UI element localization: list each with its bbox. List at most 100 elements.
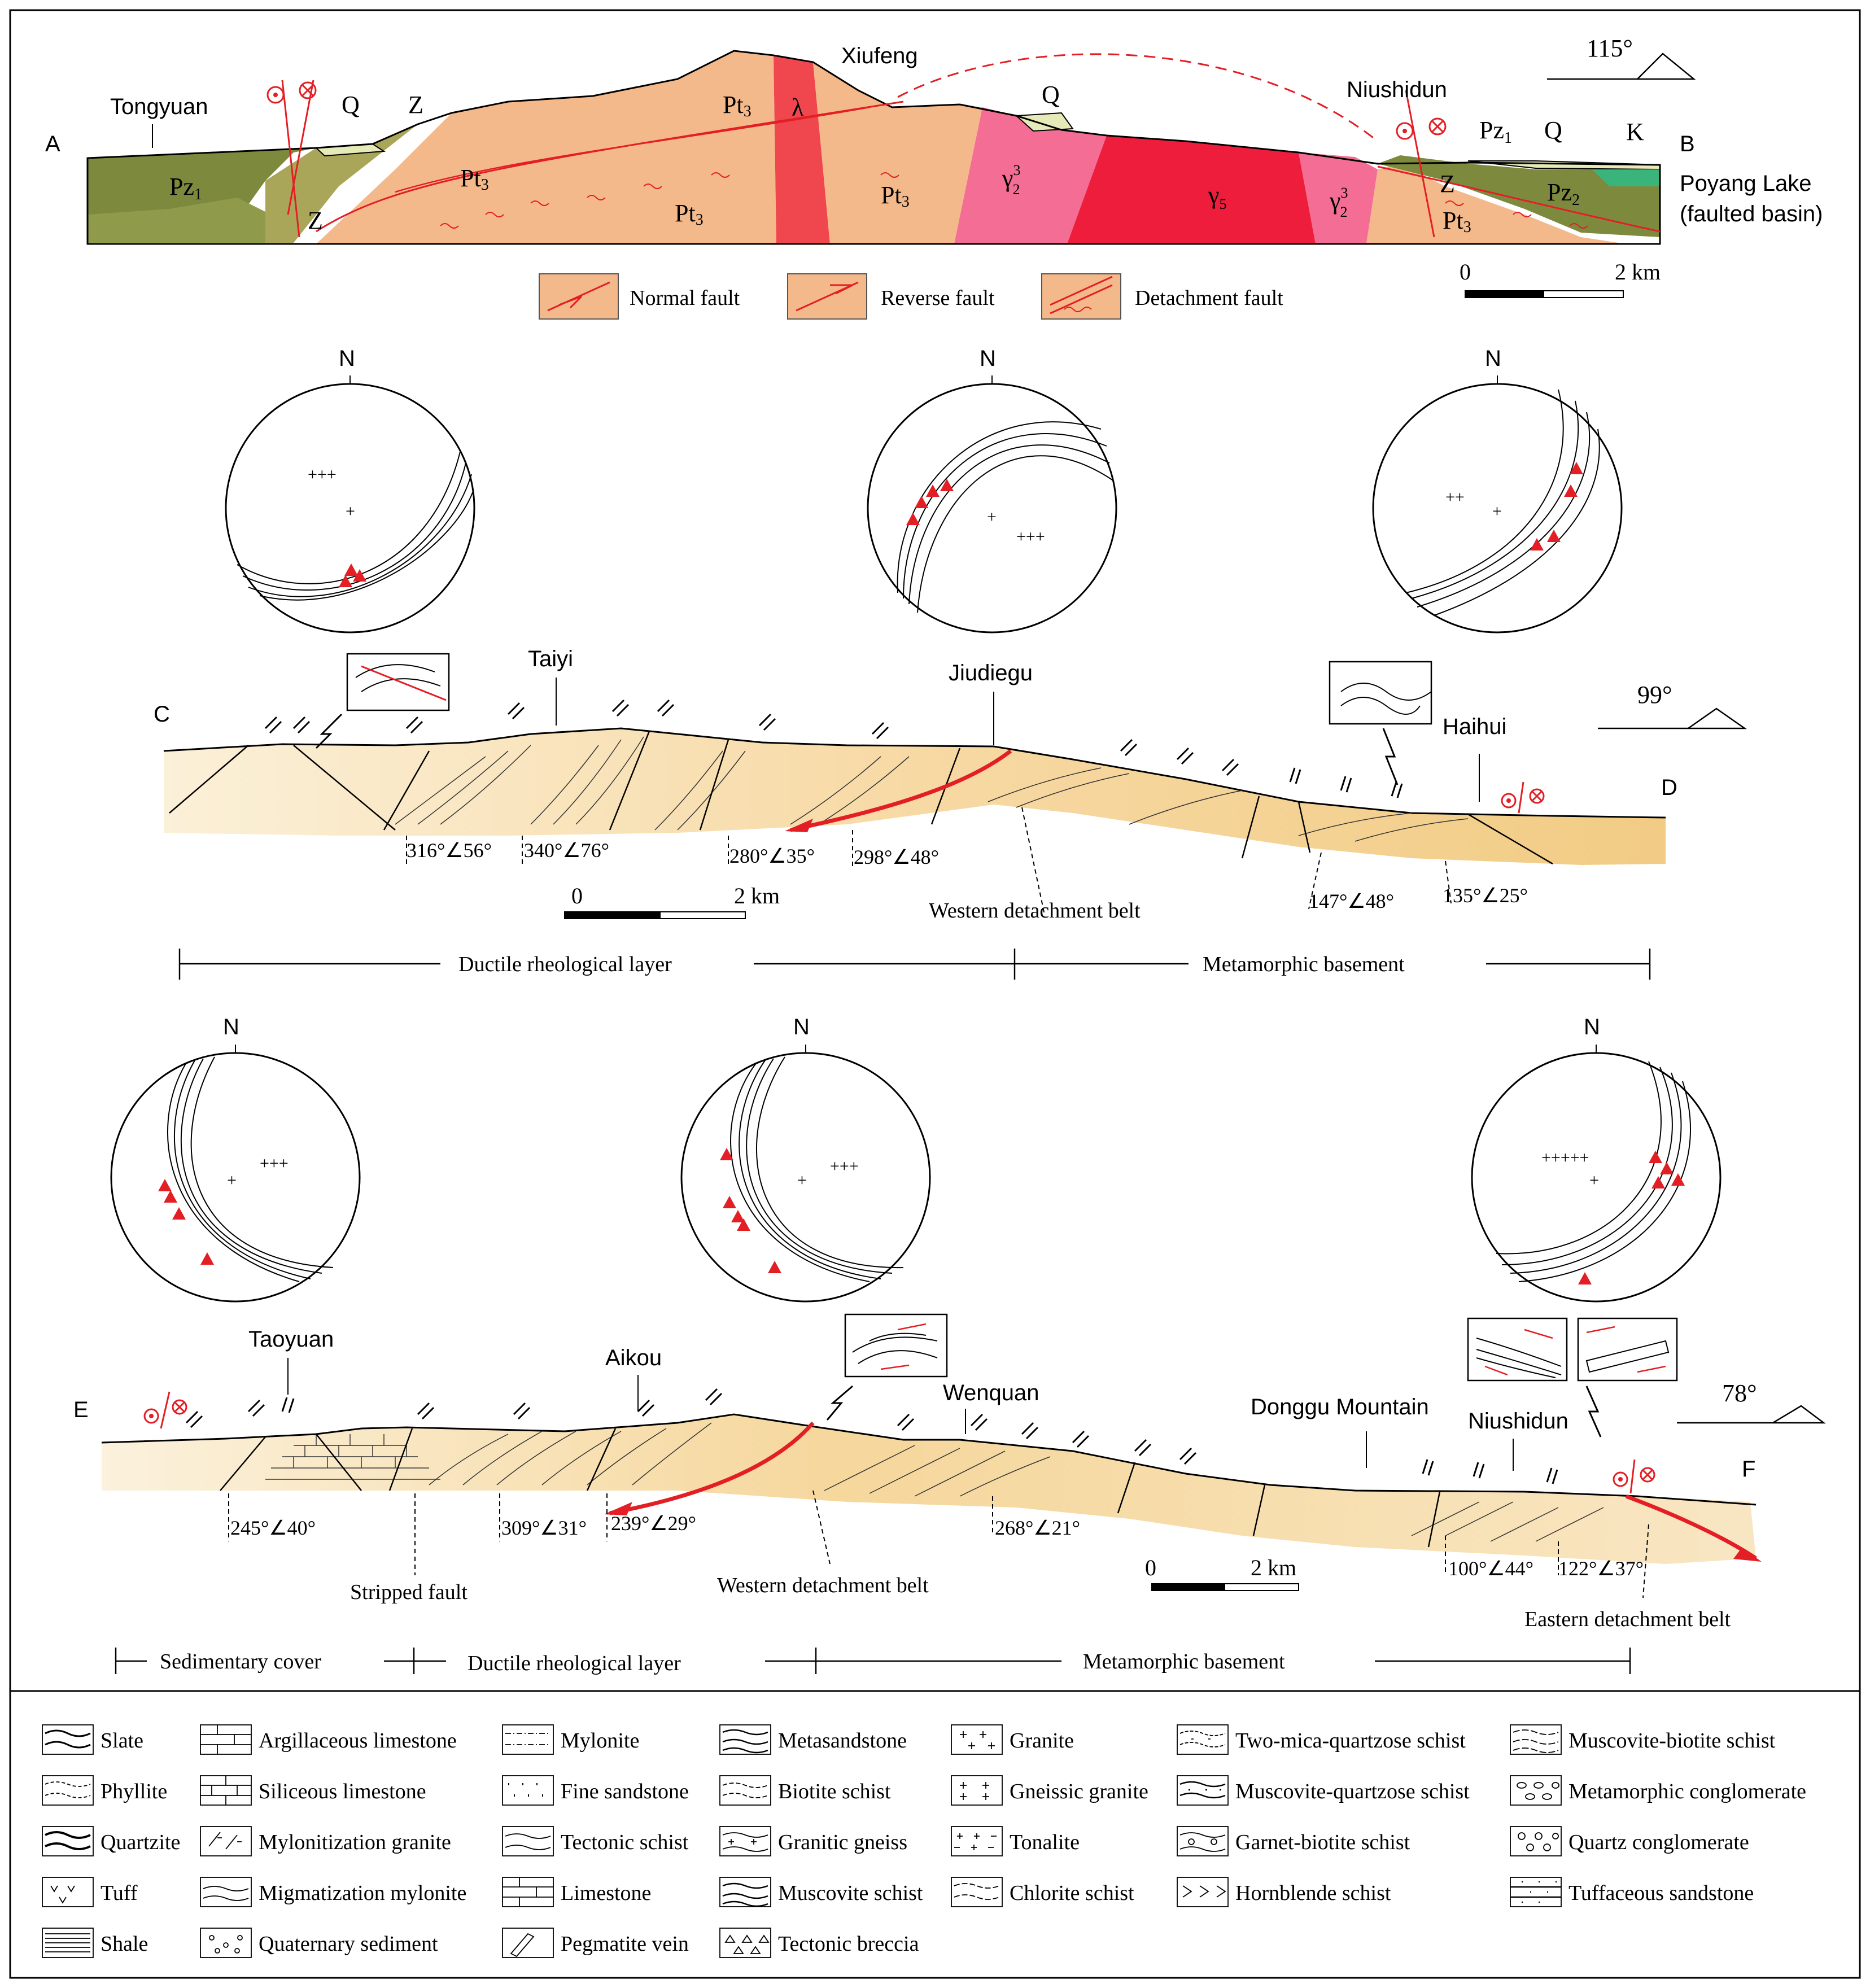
- stereonet-4-north: N: [223, 1015, 239, 1039]
- legend-pegmatite-vein: Pegmatite vein: [561, 1932, 689, 1956]
- fault-lines-ef: [220, 1428, 1441, 1548]
- out-in-cd: [1501, 781, 1545, 814]
- legend-muscovite-quartzose-schist: Muscovite-quartzose schist: [1235, 1780, 1470, 1803]
- lambda-dyke: [774, 55, 830, 244]
- legend-quartz-conglomerate: Quartz conglomerate: [1568, 1830, 1749, 1854]
- attitude-cd-4: 298°∠48°: [854, 846, 939, 868]
- legend-metasandstone: Metasandstone: [778, 1729, 907, 1753]
- attitude-ef-2: 309°∠31°: [501, 1517, 587, 1539]
- end-label-c: C: [154, 702, 170, 727]
- attitude-ef-4: 268°∠21°: [995, 1517, 1080, 1539]
- svg-text:+++: +++: [830, 1157, 859, 1176]
- svg-text:+: +: [987, 508, 997, 526]
- topography-cd: [163, 727, 1666, 819]
- western-detachment-cd: [790, 749, 1012, 832]
- pt-central: [813, 62, 982, 244]
- unit-q-west: Q: [342, 91, 360, 119]
- svg-text:+++: +++: [308, 465, 337, 484]
- attitude-cd-6: 135°∠25°: [1443, 884, 1528, 907]
- svg-text:+: +: [227, 1171, 237, 1190]
- place-donggu: Donggu Mountain: [1251, 1395, 1429, 1419]
- unit-gamma-west: γ3 2: [1002, 162, 1020, 198]
- scale-ef: 0 2 km: [1145, 1555, 1299, 1591]
- place-niushidun-ab: Niushidun: [1347, 77, 1447, 102]
- azimuth-ab: 115°: [1547, 34, 1696, 80]
- legend-migmatization-mylonite: Migmatization mylonite: [259, 1881, 466, 1905]
- svg-text:+++++: +++++: [1541, 1148, 1589, 1167]
- gamma-2-3-west: [954, 107, 1107, 244]
- foliation-ef: [429, 1422, 1604, 1542]
- legend-phyllite: Phyllite: [101, 1780, 167, 1803]
- unit-pt-2: Pt3: [675, 199, 704, 229]
- legend-limestone: Limestone: [561, 1881, 651, 1905]
- scale-cd: 0 2 km: [564, 883, 780, 919]
- legend-detachment-fault: Detachment fault: [1135, 286, 1283, 310]
- detachment-arrow-ef-e: [1733, 1548, 1762, 1562]
- topography-ab: [86, 50, 1661, 245]
- inset-cd-2: [1329, 661, 1432, 785]
- stereonet-2-north: N: [980, 346, 996, 371]
- zone-basement-cd: Metamorphic basement: [1203, 953, 1405, 976]
- attitude-cd-5: 147°∠48°: [1309, 890, 1394, 912]
- zone-basement-ef: Metamorphic basement: [1083, 1650, 1285, 1674]
- lithology-legend: [42, 1724, 1562, 1958]
- scale-ef-zero: 0: [1145, 1555, 1156, 1580]
- belt-western-ef: Western detachment belt: [717, 1574, 929, 1597]
- azimuth-ef: 78°: [1677, 1379, 1826, 1424]
- gamma-5: [1067, 136, 1316, 244]
- end-label-f: F: [1742, 1457, 1755, 1482]
- unit-gamma-east: γ3 2: [1329, 185, 1348, 220]
- stereonet-3-north: N: [1485, 346, 1501, 371]
- inset-ef-1: [826, 1313, 948, 1421]
- legend-mylonite: Mylonite: [561, 1729, 639, 1753]
- unit-z-west-top: Z: [408, 91, 423, 119]
- shear-symbols-cd: [264, 699, 1403, 798]
- section-ef: E F Taoyuan Aikou Wenquan Donggu Mountai…: [73, 1313, 1826, 1675]
- azimuth-cd-label: 99°: [1637, 681, 1672, 709]
- legend-tectonic-schist: Tectonic schist: [561, 1830, 689, 1854]
- k-unit: [1592, 169, 1660, 186]
- attitude-ef-5: 100°∠44°: [1448, 1557, 1533, 1580]
- gamma-2-3-east: [1299, 152, 1378, 244]
- legend-garnet-biotite-schist: Garnet-biotite schist: [1235, 1830, 1410, 1854]
- stereonet-5: N ++++: [680, 1015, 931, 1303]
- place-wenquan: Wenquan: [943, 1380, 1039, 1405]
- belt-eastern-ef: Eastern detachment belt: [1524, 1607, 1731, 1631]
- unit-pt-1: Pt3: [460, 164, 489, 194]
- end-label-e: E: [73, 1397, 89, 1422]
- attitude-ef-3: 239°∠29°: [611, 1512, 696, 1535]
- legend-quaternary-sediment: Quaternary sediment: [259, 1932, 438, 1956]
- detachment-east: [1377, 165, 1661, 233]
- stereonet-5-north: N: [793, 1015, 810, 1039]
- scale-ef-end: 2 km: [1251, 1555, 1296, 1580]
- scale-cd-end: 2 km: [734, 883, 780, 908]
- legend-shale: Shale: [101, 1932, 148, 1956]
- detachment-west-2: [395, 106, 870, 193]
- legend-tuffaceous-sandstone: Tuffaceous sandstone: [1568, 1881, 1754, 1905]
- stereonet-6: N ++++++: [1471, 1015, 1722, 1303]
- legend-tectonic-breccia: Tectonic breccia: [778, 1932, 919, 1956]
- scale-cd-zero: 0: [571, 883, 583, 908]
- svg-text:+: +: [346, 502, 355, 521]
- legend-metamorphic-conglomerate: Metamorphic conglomerate: [1568, 1780, 1806, 1803]
- legend-biotite-schist: Biotite schist: [778, 1780, 891, 1803]
- unit-q-east: Q: [1544, 116, 1562, 144]
- legend-argillaceous-limestone: Argillaceous limestone: [259, 1729, 457, 1753]
- legend-gneissic-granite: Gneissic granite: [1010, 1780, 1148, 1803]
- z-west: [265, 124, 418, 243]
- zone-bar-ef: [115, 1648, 1631, 1674]
- zone-sedimentary-ef: Sedimentary cover: [160, 1650, 321, 1674]
- legend-fine-sandstone: Fine sandstone: [561, 1780, 689, 1803]
- legend-muscovite-schist: Muscovite schist: [778, 1881, 923, 1905]
- place-aikou: Aikou: [605, 1345, 662, 1370]
- inset-ef-2: [1467, 1317, 1678, 1438]
- azimuth-cd: 99°: [1598, 681, 1747, 729]
- place-taiyi: Taiyi: [528, 646, 573, 671]
- lake-line-2: (faulted basin): [1680, 202, 1823, 226]
- fault-east: [1405, 90, 1435, 238]
- unit-pt-4: Pt3: [881, 181, 910, 211]
- belt-stripped-fault: Stripped fault: [350, 1580, 467, 1604]
- svg-text:++: ++: [1445, 488, 1465, 506]
- stereonet-2: N ++++: [867, 346, 1117, 633]
- pz-east: [1378, 155, 1660, 237]
